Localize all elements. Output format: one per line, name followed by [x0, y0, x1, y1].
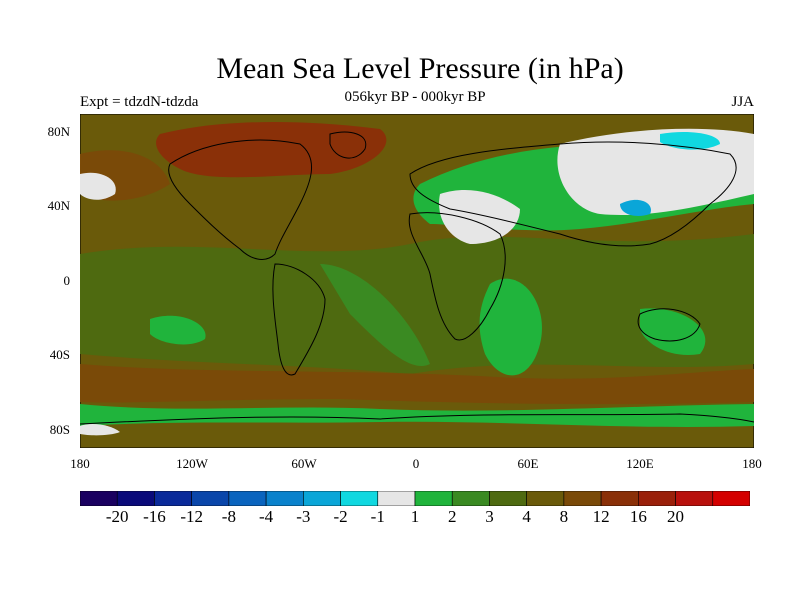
colorbar-swatch: [600, 491, 639, 506]
field-red-arctic: [156, 122, 387, 178]
colorbar-swatch: [80, 491, 118, 506]
field-green-indian: [640, 308, 706, 355]
map-subtitle: 056kyr BP - 000kyr BP: [344, 89, 486, 105]
colorbar-label: 16: [629, 507, 647, 526]
field-green-atlantic: [320, 264, 430, 366]
y-tick-40n: 40N: [47, 198, 70, 213]
y-tick-80s: 80S: [49, 422, 70, 437]
y-tick-80n: 80N: [47, 124, 70, 139]
field-green-southpacific: [150, 315, 206, 345]
field-olive-tropics: [80, 234, 754, 374]
colorbar-swatch: [228, 491, 267, 506]
map-title: Mean Sea Level Pressure (in hPa): [216, 52, 624, 85]
colorbar-label: 3: [485, 507, 494, 526]
colorbar-swatch: [563, 491, 602, 506]
colorbar-label: 8: [559, 507, 569, 526]
colorbar-swatch: [526, 491, 565, 506]
colorbar-label: 2: [447, 507, 457, 526]
colorbar-label: -1: [370, 507, 385, 526]
x-tick-60e: 60E: [517, 456, 539, 471]
colorbar-label: -2: [333, 507, 348, 526]
colorbar-swatch: [489, 491, 527, 506]
coastline-greenland: [329, 131, 367, 159]
colorbar-label: -4: [259, 507, 274, 526]
x-tick-120e: 120E: [626, 456, 654, 471]
colorbar-label: -12: [180, 507, 203, 526]
coastline-north-america: [168, 139, 313, 260]
coastline-australia: [637, 308, 701, 342]
field-white-siberia: [557, 128, 754, 215]
season-label: JJA: [731, 94, 754, 110]
y-tick-40s: 40S: [49, 347, 70, 362]
colorbar-swatch: [451, 491, 490, 506]
colorbar-swatch: [712, 491, 750, 506]
field-green-southatlantic: [479, 278, 542, 376]
colorbar-label: 1: [410, 507, 420, 526]
field-brown-southern: [80, 364, 754, 405]
colorbar-label: -20: [105, 507, 129, 526]
field-green-antarctic-band: [80, 404, 754, 427]
colorbar-label: 20: [667, 507, 685, 526]
colorbar-label: 4: [522, 507, 531, 526]
x-tick-180e: 180: [742, 456, 762, 471]
colorbar-swatch: [265, 491, 304, 506]
field-white-antarctic: [80, 424, 120, 436]
coastline-europe-asia: [409, 141, 737, 247]
colorbar-swatch: [377, 491, 416, 506]
y-tick-0: 0: [63, 273, 71, 288]
field-white-mideast: [439, 189, 520, 244]
experiment-label: Expt = tdzdN-tdzda: [80, 94, 199, 110]
colorbar-swatch: [303, 491, 341, 506]
field-ltblue-tibet: [620, 199, 651, 216]
colorbar-label: -3: [296, 507, 311, 526]
x-tick-180w: 180: [70, 456, 90, 471]
coastline-antarctica: [80, 413, 754, 425]
colorbar-swatch: [154, 491, 192, 506]
colorbar-label: 12: [592, 507, 610, 526]
colorbar-swatch: [638, 491, 676, 506]
coastline-africa: [408, 212, 506, 341]
coastlines: [80, 131, 754, 425]
field-white-northwest: [80, 172, 116, 200]
x-tick-0: 0: [412, 456, 420, 471]
colorbar-swatch: [340, 491, 379, 506]
colorbar: [80, 491, 750, 506]
colorbar-label: -16: [143, 507, 166, 526]
coastline-south-america: [272, 263, 326, 376]
x-tick-60w: 60W: [291, 456, 317, 471]
colorbar-label: -8: [221, 507, 236, 526]
pressure-anomaly-map: [80, 114, 754, 448]
colorbar-swatch: [414, 491, 453, 506]
colorbar-swatch: [675, 491, 714, 506]
colorbar-swatch: [116, 491, 155, 506]
x-tick-120w: 120W: [176, 456, 208, 471]
colorbar-swatch: [191, 491, 230, 506]
